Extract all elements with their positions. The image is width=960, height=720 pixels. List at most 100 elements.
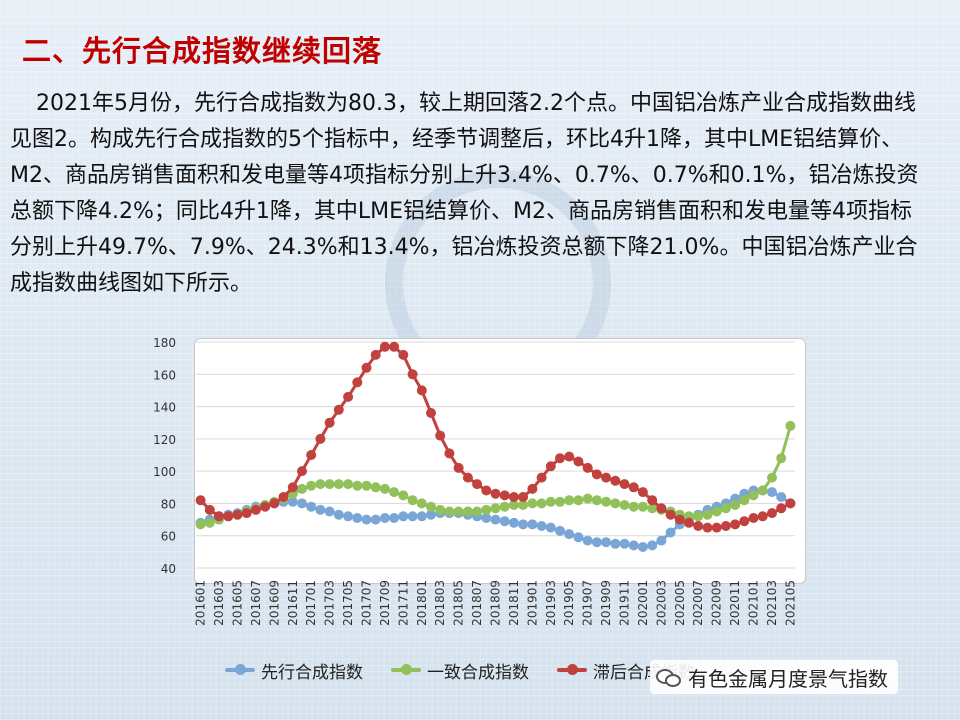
series-2-point: [453, 462, 464, 473]
series-1-point: [306, 480, 317, 491]
series-0-point: [324, 506, 335, 517]
series-1-point: [610, 498, 621, 509]
series-1-point: [490, 503, 501, 514]
series-2-point: [536, 472, 547, 483]
x-tick-label: 201905: [562, 580, 576, 626]
x-tick-label: 201701: [304, 580, 318, 626]
series-1-point: [444, 506, 455, 517]
x-tick-label: 202007: [691, 580, 705, 626]
x-tick-label: 201907: [581, 580, 595, 626]
series-1-point: [647, 503, 658, 514]
series-2-point: [610, 475, 621, 486]
series-2-point: [702, 522, 713, 533]
series-1-point: [601, 496, 612, 507]
series-2-point: [214, 511, 224, 522]
x-tick-label: 201707: [359, 580, 373, 626]
series-2-point: [195, 495, 206, 506]
series-2-point: [518, 492, 529, 502]
x-tick-label: 201807: [470, 580, 484, 626]
series-1-point: [739, 495, 750, 506]
series-1-point: [591, 495, 602, 506]
series-2-point: [564, 451, 575, 462]
series-1-point: [407, 495, 418, 506]
series-0-point: [398, 511, 409, 522]
series-2-point: [499, 490, 510, 501]
series-2-point: [232, 509, 243, 520]
series-1-point: [564, 495, 575, 506]
series-2-point: [472, 479, 483, 490]
series-0-point: [767, 487, 777, 498]
series-0-point: [370, 514, 381, 525]
legend-item-1: 一致合成指数: [391, 658, 529, 683]
series-2-point: [324, 417, 335, 428]
series-0-point: [601, 537, 612, 548]
series-1-point: [370, 482, 381, 493]
series-0-point: [333, 509, 344, 520]
series-1-point: [426, 501, 436, 512]
series-0-point: [297, 498, 307, 509]
series-2-point: [591, 469, 602, 480]
series-2-point: [426, 408, 436, 418]
series-2-point: [306, 450, 317, 460]
section-heading: 二、先行合成指数继续回落: [22, 34, 383, 68]
series-0-point: [407, 511, 418, 522]
series-1-point: [702, 509, 713, 520]
series-2-point: [241, 508, 252, 519]
series-2-point: [379, 341, 390, 352]
series-1-point: [711, 506, 722, 517]
series-1-point: [628, 501, 639, 512]
x-tick-label: 202005: [673, 580, 687, 626]
series-0-point: [499, 516, 510, 527]
series-0-point: [416, 511, 427, 522]
series-1-point: [379, 483, 390, 494]
series-2-point: [573, 456, 584, 467]
series-0-point: [490, 514, 501, 525]
legend-swatch: [557, 664, 587, 675]
series-1-point: [343, 479, 354, 490]
series-2-point: [352, 377, 363, 388]
account-watermark: 有色金属月度景气指数: [650, 660, 898, 694]
y-tick-label: 120: [153, 433, 176, 447]
series-2-point: [260, 501, 271, 512]
legend-item-0: 先行合成指数: [225, 658, 363, 683]
series-2-point: [269, 498, 280, 509]
x-tick-label: 201903: [544, 580, 558, 626]
series-0-point: [379, 513, 390, 523]
series-2-point: [555, 453, 565, 464]
series-0-point: [665, 527, 676, 538]
series-1-point: [720, 503, 731, 514]
series-1-point: [757, 485, 768, 496]
series-1-point: [315, 479, 326, 490]
series-2-point: [435, 430, 446, 441]
series-1-point: [499, 501, 510, 512]
series-2-point: [287, 482, 298, 493]
series-0-point: [536, 521, 547, 531]
series-2-point: [776, 503, 787, 514]
x-tick-label: 201809: [489, 580, 503, 626]
series-2-point: [223, 511, 234, 522]
series-1-point: [573, 495, 584, 506]
series-0-point: [628, 540, 639, 551]
series-0-point: [776, 492, 787, 502]
x-tick-label: 201601: [194, 580, 208, 626]
x-tick-label: 201705: [341, 580, 355, 626]
series-1-point: [462, 506, 473, 517]
series-2-point: [278, 492, 289, 502]
series-2-point: [739, 516, 750, 527]
x-tick-label: 202105: [783, 580, 797, 626]
series-1-point: [545, 496, 556, 507]
x-tick-label: 202009: [710, 580, 724, 626]
series-2-point: [297, 466, 307, 477]
series-0-point: [573, 532, 584, 543]
y-tick-label: 160: [153, 368, 176, 382]
series-1-point: [453, 506, 464, 517]
wechat-icon: [656, 667, 682, 687]
series-2-point: [665, 509, 676, 520]
series-2-point: [361, 362, 372, 373]
series-2-point: [527, 483, 538, 494]
series-0-point: [637, 542, 648, 552]
y-tick-label: 180: [153, 336, 176, 350]
series-2-point: [462, 472, 473, 483]
series-2-point: [407, 369, 418, 380]
series-0-point: [508, 517, 519, 528]
